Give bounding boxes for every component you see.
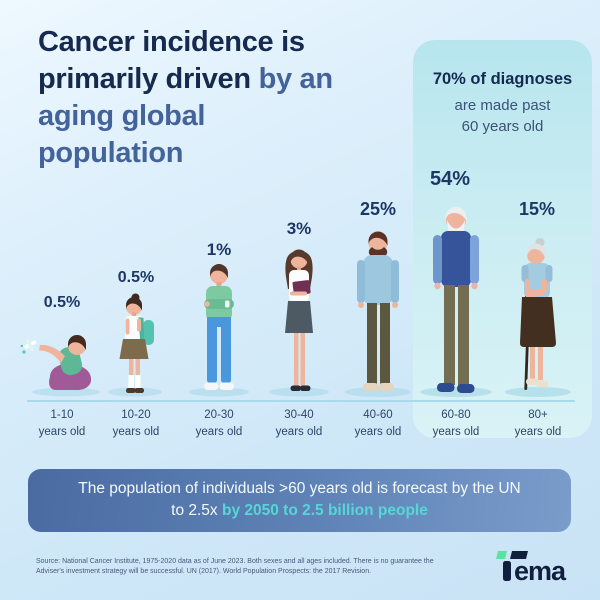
figure-child-illustration — [20, 333, 104, 397]
age-suffix: years old — [432, 426, 480, 438]
age-label-60-80: 60-80 years old — [433, 407, 480, 441]
age-range: 60-80 — [441, 409, 471, 421]
figure-schoolgirl-illustration — [104, 293, 168, 397]
age-label-40-60: 40-60 years old — [355, 407, 402, 441]
title-accent-segment: by an — [258, 63, 334, 95]
age-suffix: years old — [195, 426, 243, 438]
age-range: 80+ — [528, 409, 548, 421]
figure-elderly-woman-illustration — [502, 235, 574, 397]
pct-label-1-10: 0.5% — [43, 294, 81, 311]
age-suffix: years old — [275, 426, 323, 438]
page-title: Cancer incidence is primarily driven by … — [38, 24, 408, 172]
tema-logo-mark: ema — [496, 551, 568, 586]
pct-label-30-40: 3% — [286, 219, 312, 238]
highlight-box-headline: 70% of diagnoses — [432, 70, 573, 88]
source-footnote: Source: National Cancer Institute, 1975-… — [36, 557, 476, 577]
figure-middle-aged-man-illustration — [342, 227, 414, 397]
forecast-banner: The population of individuals >60 years … — [28, 469, 571, 532]
age-suffix: years old — [354, 426, 402, 438]
age-range: 1-10 — [50, 409, 74, 421]
title-accent-segment: aging global — [38, 100, 206, 132]
source-line1: Source: National Cancer Institute, 1975-… — [36, 558, 434, 565]
banner-line2: to 2.5x by 2050 to 2.5 billion people — [28, 502, 571, 520]
banner-line2-accent: by 2050 to 2.5 billion people — [221, 502, 428, 519]
age-suffix: years old — [112, 426, 160, 438]
title-accent-segment: population — [38, 137, 184, 169]
pct-label-20-30: 1% — [206, 240, 232, 259]
age-label-1-10: 1-10 years old — [39, 407, 86, 441]
age-label-30-40: 30-40 years old — [276, 407, 323, 441]
banner-line1: The population of individuals >60 years … — [78, 480, 521, 497]
pct-label-40-60: 25% — [359, 199, 397, 219]
age-range: 30-40 — [284, 409, 314, 421]
age-range: 10-20 — [121, 409, 151, 421]
title-dark-segment: Cancer incidence is — [38, 26, 305, 58]
age-range: 20-30 — [204, 409, 234, 421]
banner-line2-white: to 2.5x — [171, 502, 218, 519]
source-line2: Adviser's investment strategy will be su… — [36, 568, 372, 575]
tema-logo-text: ema — [514, 556, 567, 584]
axis-baseline — [27, 400, 575, 402]
tema-logo: ema — [494, 548, 568, 589]
pct-label-80plus: 15% — [518, 199, 556, 219]
age-suffix: years old — [38, 426, 86, 438]
highlight-box-subtext: are made past — [454, 97, 551, 114]
figure-young-man-illustration — [185, 261, 253, 397]
figure-woman-illustration — [266, 247, 332, 397]
age-label-80plus: 80+ years old — [515, 407, 562, 441]
figure-elderly-man-illustration — [417, 201, 495, 397]
age-label-10-20: 10-20 years old — [113, 407, 160, 441]
title-dark-segment: primarily driven — [38, 63, 251, 95]
age-suffix: years old — [514, 426, 562, 438]
pct-label-60-80: 54% — [429, 168, 471, 190]
highlight-box-subtext: 60 years old — [461, 118, 544, 135]
age-range: 40-60 — [363, 409, 393, 421]
pct-label-10-20: 0.5% — [117, 269, 155, 286]
age-label-20-30: 20-30 years old — [196, 407, 243, 441]
